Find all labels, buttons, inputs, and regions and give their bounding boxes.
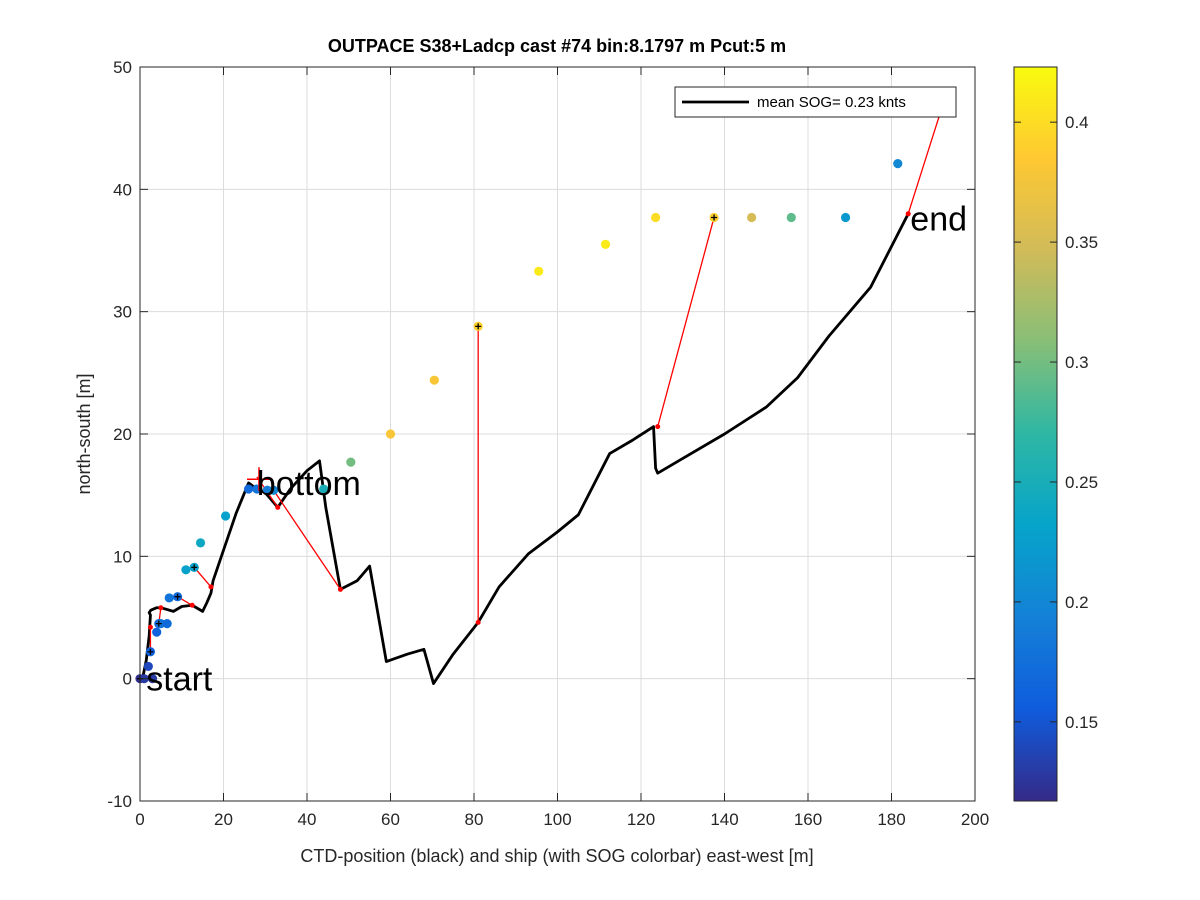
x-tick-label: 60 [381,810,400,829]
x-tick-label: 20 [214,810,233,829]
x-tick-label: 40 [298,810,317,829]
ctd-marker-point [189,602,195,608]
link-line [273,489,341,590]
ship-sample-marker [711,214,718,221]
ship-position-dot [195,538,206,548]
ctd-track-line [140,213,910,685]
ship-position-dot [840,212,851,223]
ship-position-dot [143,661,153,672]
colorbar-tick-label: 0.3 [1065,353,1089,372]
ship-sample-marker [174,593,181,600]
legend-entry-label: mean SOG= 0.23 knts [757,94,906,111]
ship-position-dot [220,511,231,521]
x-tick-label: 200 [961,810,989,829]
ship-position-dot [319,484,329,494]
ship-sample-marker [475,323,482,330]
ship-position-dot [893,159,903,169]
y-axis-label: north-south [m] [74,373,94,494]
ship-position-dot [181,565,191,575]
colorbar-gradient [1013,66,1058,802]
ship-position-dot [600,239,611,249]
y-tick-label: 0 [123,670,132,689]
ship-position-dot [786,212,796,223]
legend: mean SOG= 0.23 knts [674,86,957,118]
x-tick-label: 180 [877,810,905,829]
x-tick-label: 0 [135,810,144,829]
colorbar-tick-label: 0.4 [1065,113,1089,132]
x-tick-label: 160 [794,810,822,829]
ship-sample-marker [191,564,198,571]
ship-position-dot [651,212,661,223]
ship-position-dot [346,457,356,467]
ship-position-dot [534,266,544,276]
ctd-marker-point [158,605,164,611]
y-tick-label: 20 [113,425,132,444]
ship-position-dot [385,429,396,439]
y-tick-label: -10 [107,792,132,811]
ctd-marker-point [905,211,911,217]
ship-position-dot [164,593,174,603]
annotation-bottom: bottom [257,465,361,503]
colorbar-ticks: 0.15 0.2 0.25 0.3 0.35 0.4 [1014,113,1098,732]
annotation-start: start [146,661,213,699]
ctd-marker-point [475,619,481,625]
ship-position-dot [152,627,162,637]
bottom-marker [246,467,271,492]
y-tick-label: 10 [113,547,132,566]
colorbar-tick-label: 0.35 [1065,233,1098,252]
ship-position-dot [243,484,254,494]
x-tick-label: 140 [710,810,738,829]
ship-position-dot [429,375,439,385]
x-axis-label: CTD-position (black) and ship (with SOG … [300,846,813,866]
y-tick-label: 50 [113,58,132,77]
colorbar-tick-label: 0.15 [1065,713,1098,732]
colorbar-tick-label: 0.2 [1065,593,1089,612]
ship-position-dot [147,674,158,684]
y-tick-label: 30 [113,303,132,322]
colorbar-tick-label: 0.25 [1065,473,1098,492]
ship-position-dot [269,485,279,495]
ship-position-dot [747,212,757,223]
ctd-marker-point [337,586,343,592]
ctd-marker-point [208,584,214,590]
ship-sample-marker [155,620,162,627]
colorbar: 0.15 0.2 0.25 0.3 0.35 0.4 [1013,66,1098,802]
x-tick-label: 80 [465,810,484,829]
axis-ticks: 0 20 40 60 80 100 120 140 160 180 200-100102030405… [107,58,989,829]
ship-position-dot [162,619,172,629]
annotations: start bottom end [146,201,967,699]
ctd-marker-point [147,624,153,630]
ship-sample-marker [147,648,154,655]
link-line [657,217,715,427]
y-tick-label: 40 [113,180,132,199]
ctd-marker-point [275,504,281,510]
chart-title: OUTPACE S38+Ladcp cast #74 bin:8.1797 m … [328,36,786,56]
annotation-end: end [910,201,967,239]
link-line [907,108,943,214]
x-tick-label: 120 [627,810,655,829]
x-tick-label: 100 [543,810,571,829]
tracks [135,103,947,685]
ctd-marker-point [655,424,661,430]
